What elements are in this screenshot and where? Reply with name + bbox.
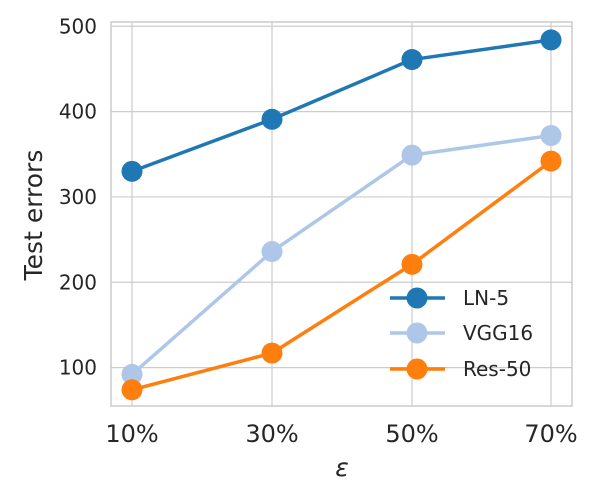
series-line (130, 133, 552, 376)
data-point (401, 144, 423, 166)
legend-marker (406, 322, 428, 344)
x-tick-label: 50% (385, 420, 438, 448)
data-point (401, 49, 423, 71)
x-tick-label: 70% (524, 420, 577, 448)
x-axis-ticks: 10% 30% 50% 70% (105, 420, 577, 448)
series-res-50 (121, 150, 562, 401)
y-tick-label: 200 (59, 270, 97, 294)
legend: LN-5 VGG16 Res-50 (390, 286, 533, 381)
x-axis-label: ε (335, 453, 349, 482)
y-tick-label: 100 (59, 356, 97, 380)
legend-item: VGG16 (390, 321, 533, 345)
y-axis-label: Test errors (19, 150, 48, 282)
legend-item: LN-5 (390, 286, 509, 310)
legend-marker (406, 287, 428, 309)
series-group (121, 29, 562, 401)
x-tick-label: 10% (105, 420, 158, 448)
series-line (131, 38, 552, 173)
data-point (401, 253, 423, 275)
y-tick-label: 300 (59, 185, 97, 209)
data-point (540, 29, 562, 51)
legend-label: Res-50 (463, 357, 531, 381)
x-tick-label: 30% (245, 420, 298, 448)
legend-marker (406, 358, 428, 380)
legend-label: LN-5 (463, 286, 509, 310)
legend-item: Res-50 (390, 357, 531, 381)
data-point (540, 124, 562, 146)
data-point (121, 379, 143, 401)
data-point (540, 150, 562, 172)
data-point (261, 342, 283, 364)
data-point (121, 363, 143, 385)
series-ln-5 (121, 29, 562, 182)
data-point (261, 108, 283, 130)
grid (111, 22, 572, 406)
data-point (261, 241, 283, 263)
series-vgg16 (121, 124, 562, 385)
y-tick-label: 500 (59, 14, 97, 38)
y-axis-ticks: 100 200 300 400 500 (59, 14, 97, 379)
plot-frame (110, 21, 573, 407)
y-tick-label: 400 (59, 100, 97, 124)
series-line (131, 159, 553, 392)
legend-label: VGG16 (463, 321, 533, 345)
data-point (121, 160, 143, 182)
